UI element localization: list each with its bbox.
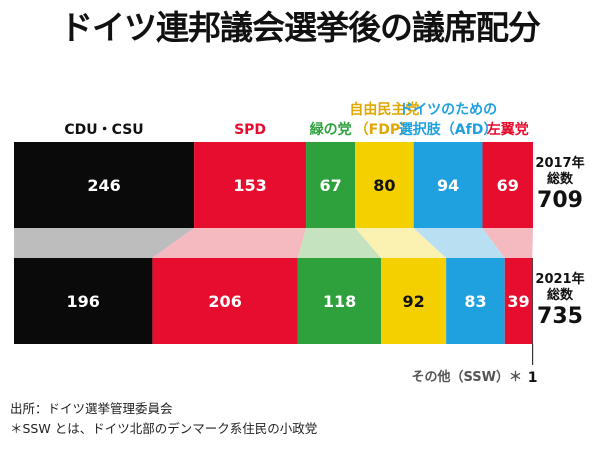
- value-label-2017-1: 153: [233, 176, 266, 195]
- bar-2021-2: [297, 258, 382, 344]
- total-value-2021: 735: [537, 304, 583, 329]
- connector-band-2: [297, 228, 382, 258]
- bar-2017-5: [482, 142, 533, 228]
- value-label-2017-3: 80: [373, 176, 395, 195]
- bar-2017-1: [194, 142, 307, 228]
- bar-2021-3: [381, 258, 447, 344]
- source-note: 出所：ドイツ選挙管理委員会: [10, 401, 173, 416]
- connector-band-1: [152, 228, 307, 258]
- value-label-2021-2: 118: [323, 292, 356, 311]
- party-label-1-line-0: SPD: [234, 122, 266, 138]
- bar-2021-5: [504, 258, 533, 344]
- ssw-footnote: ＊SSW とは、ドイツ北部のデンマーク系住民の小政党: [10, 421, 318, 436]
- party-label-2-line-0: 緑の党: [310, 121, 352, 138]
- value-label-2017-0: 246: [87, 176, 120, 195]
- party-label-5-line-0: 左翼党: [486, 121, 529, 138]
- chart-title: ドイツ連邦議会選挙後の議席配分: [60, 8, 541, 47]
- connector-bands: [14, 228, 533, 258]
- year-label-2017: 2017年: [535, 155, 584, 171]
- connector-band-4: [413, 228, 505, 258]
- connector-band-0: [14, 228, 195, 258]
- connector-band-5: [482, 228, 533, 258]
- total-caption-2021: 総数: [547, 287, 574, 303]
- value-label-2021-3: 92: [403, 292, 425, 311]
- other-party-label: その他（SSW）＊: [412, 369, 522, 385]
- bar-2017-0: [14, 142, 195, 228]
- party-label-3-line-1: （FDP）: [355, 122, 414, 138]
- bars-2017: 246 153 67 80 94 69: [14, 142, 533, 228]
- total-caption-2017: 総数: [547, 171, 574, 187]
- bar-2021-6: [532, 258, 533, 344]
- value-label-2021-0: 196: [66, 292, 99, 311]
- value-label-2017-5: 69: [497, 176, 519, 195]
- bar-2021-4: [446, 258, 505, 344]
- party-label-4-line-0: ドイツのための: [399, 102, 497, 118]
- party-label-3-line-0: 自由民主党: [349, 101, 419, 118]
- party-label-4-line-1: 選択肢（AfD）: [399, 121, 498, 138]
- bar-2017-2: [306, 142, 356, 228]
- value-label-2021-5: 39: [507, 292, 529, 311]
- value-label-2017-2: 67: [319, 176, 341, 195]
- bars-2021: 196 206 118 92 83 39: [14, 258, 533, 344]
- party-labels: CDU・CSU SPD 緑の党 自由民主党 （FDP） ドイツのための選択肢（AfD）左翼…: [64, 101, 528, 138]
- bar-2021-1: [152, 258, 298, 344]
- value-label-2017-4: 94: [437, 176, 459, 195]
- year-label-2021: 2021年: [535, 271, 584, 287]
- value-label-2021-4: 83: [464, 292, 486, 311]
- connector-band-3: [355, 228, 447, 258]
- party-label-0-line-0: CDU・CSU: [64, 122, 143, 138]
- value-label-2021-1: 206: [208, 292, 241, 311]
- bar-2021-0: [14, 258, 153, 344]
- total-value-2017: 709: [537, 188, 583, 213]
- bar-2017-4: [413, 142, 483, 228]
- other-party-value: 1: [528, 370, 538, 386]
- other-callout: その他（SSW）＊ 1: [412, 344, 538, 386]
- bar-2017-3: [355, 142, 414, 228]
